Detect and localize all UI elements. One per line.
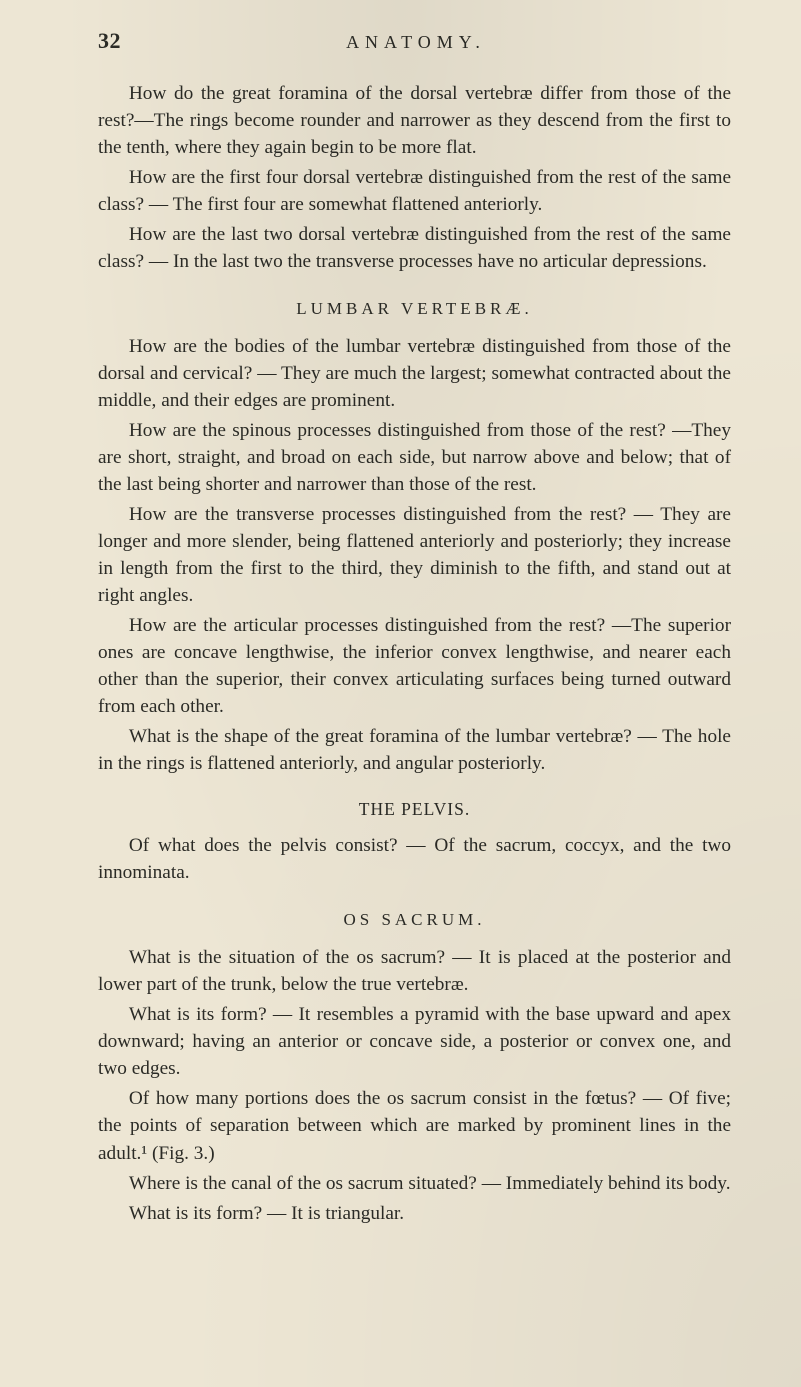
body-paragraph: How are the spinous processes distinguis… xyxy=(98,417,731,498)
page: 32 ANATOMY. How do the great foramina of… xyxy=(0,0,801,1387)
page-header: 32 ANATOMY. xyxy=(98,28,731,54)
body-paragraph: How are the transverse processes disting… xyxy=(98,501,731,609)
body-paragraph: How do the great foramina of the dorsal … xyxy=(98,80,731,161)
section-heading-lumbar: LUMBAR VERTEBRÆ. xyxy=(98,299,731,319)
body-paragraph: How are the first four dorsal vertebræ d… xyxy=(98,164,731,218)
body-paragraph: What is the situation of the os sacrum? … xyxy=(98,944,731,998)
body-paragraph: How are the bodies of the lumbar vertebr… xyxy=(98,333,731,414)
body-paragraph: What is the shape of the great foramina … xyxy=(98,723,731,777)
running-head: ANATOMY. xyxy=(101,32,731,53)
body-paragraph: What is its form? — It is triangular. xyxy=(98,1200,731,1227)
body-paragraph: How are the articular processes distingu… xyxy=(98,612,731,720)
body-paragraph: Of what does the pelvis consist? — Of th… xyxy=(98,832,731,886)
section-heading-pelvis: THE PELVIS. xyxy=(98,799,731,820)
body-paragraph: Of how many portions does the os sacrum … xyxy=(98,1085,731,1166)
section-heading-sacrum: OS SACRUM. xyxy=(98,910,731,930)
body-paragraph: How are the last two dorsal vertebræ dis… xyxy=(98,221,731,275)
body-paragraph: Where is the canal of the os sacrum situ… xyxy=(98,1170,731,1197)
body-paragraph: What is its form? — It resembles a pyram… xyxy=(98,1001,731,1082)
